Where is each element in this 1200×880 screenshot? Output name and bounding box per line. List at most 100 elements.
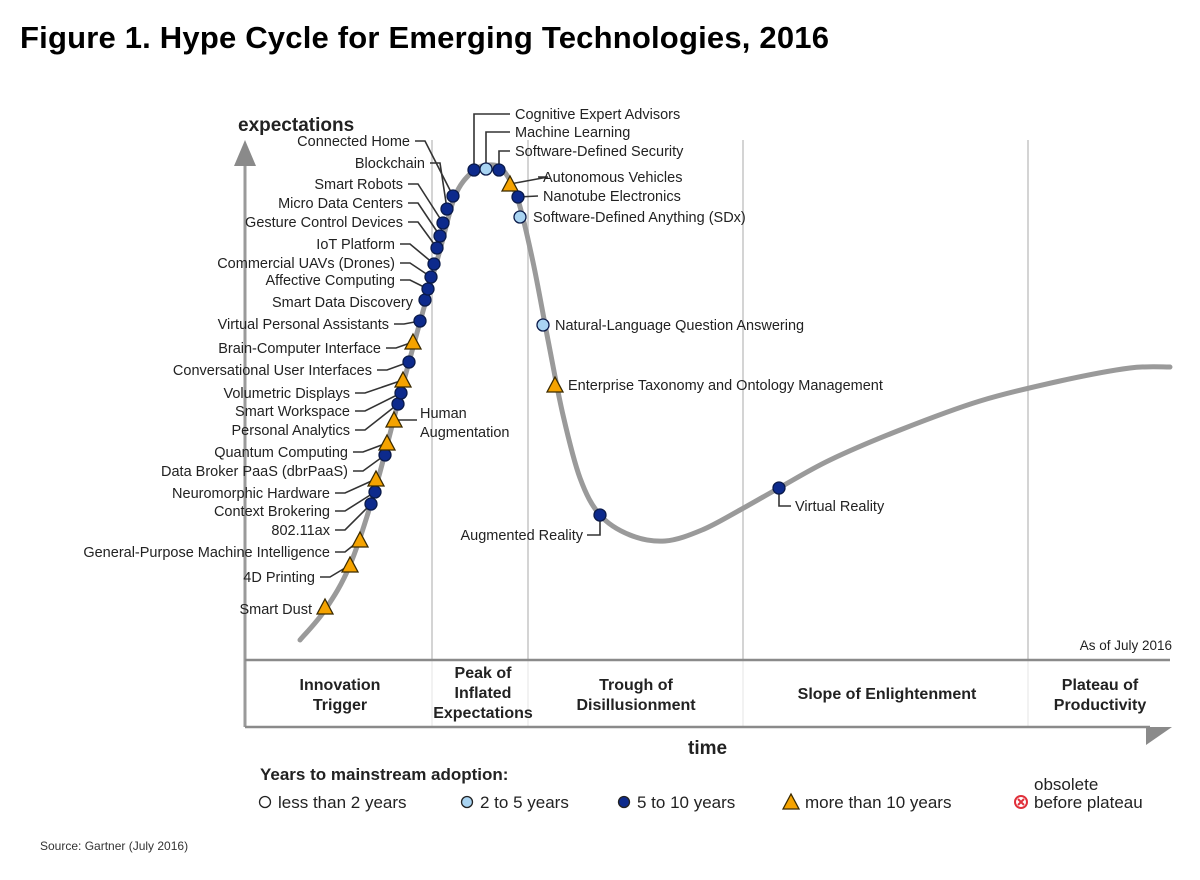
technology-marker-circle (772, 481, 786, 495)
technology-label: Smart Robots (314, 177, 403, 193)
technology-marker-triangle (545, 375, 565, 393)
technology-label: Smart Data Discovery (272, 295, 414, 311)
technology-marker-circle (467, 163, 481, 177)
leader-line (408, 202, 441, 237)
technology-label: Cognitive Expert Advisors (515, 107, 680, 123)
technology-marker-circle (492, 163, 506, 177)
leader-line (415, 140, 454, 197)
technology-label: Software-Defined Anything (SDx) (533, 210, 746, 226)
technology-label: Connected Home (297, 134, 410, 150)
technology-label: Micro Data Centers (278, 196, 403, 212)
technology-marker-circle (593, 508, 607, 522)
leader-line (408, 183, 444, 224)
leader-line (355, 403, 399, 431)
technology-marker-circle (368, 485, 382, 499)
legend-label: 2 to 5 years (480, 793, 569, 812)
technology-label: Augmented Reality (460, 528, 583, 544)
technology-marker-circle (413, 314, 427, 328)
technology-marker-circle (424, 270, 438, 284)
leader-line (335, 503, 372, 531)
technology-label: IoT Platform (316, 237, 395, 253)
technology-label: Quantum Computing (214, 445, 348, 461)
leader-line (408, 221, 438, 249)
technology-label: Smart Dust (239, 602, 312, 618)
leader-line (430, 162, 448, 210)
leader-line (377, 361, 410, 371)
as-of-label: As of July 2016 (1080, 638, 1172, 653)
phase-label: Peak of Inflated Expectations (433, 665, 533, 722)
technology-marker-circle (391, 397, 405, 411)
technology-marker-circle (511, 190, 525, 204)
technology-label: Neuromorphic Hardware (172, 486, 330, 502)
phase-label: Plateau of Productivity (1054, 677, 1147, 714)
leader-line (355, 392, 402, 412)
leader-line (400, 243, 435, 265)
technology-label: Commercial UAVs (Drones) (217, 256, 395, 272)
technology-label: Personal Analytics (232, 423, 350, 439)
technology-marker-circle (394, 386, 408, 400)
leader-line (509, 176, 549, 185)
technology-label: Enterprise Taxonomy and Ontology Managem… (568, 378, 883, 394)
technology-marker-circle (402, 355, 416, 369)
technology-marker-circle (430, 241, 444, 255)
technology-marker-circle (421, 282, 435, 296)
technology-label: Brain-Computer Interface (218, 341, 381, 357)
technology-label: Software-Defined Security (515, 144, 684, 160)
technology-marker-triangle (377, 433, 397, 451)
legend-title: Years to mainstream adoption: (260, 765, 508, 784)
technology-marker-circle (433, 229, 447, 243)
figure-title: Figure 1. Hype Cycle for Emerging Techno… (20, 20, 830, 55)
technology-label: Virtual Reality (795, 499, 885, 515)
legend-label: more than 10 years (805, 793, 951, 812)
legend-label: 5 to 10 years (637, 793, 735, 812)
leader-line (335, 478, 377, 494)
technology-label: Blockchain (355, 156, 425, 172)
technology-label: General-Purpose Machine Intelligence (83, 545, 330, 561)
legend-label: before plateau (1034, 793, 1143, 812)
technology-label: Autonomous Vehicles (543, 170, 682, 186)
technology-marker-triangle (403, 332, 423, 350)
technology-marker-circle (378, 448, 392, 462)
technology-label: Affective Computing (266, 273, 396, 289)
x-axis-arrowhead (1146, 727, 1172, 745)
leader-line (335, 491, 376, 512)
leader-line (473, 113, 510, 170)
legend-marker-two_to_five (460, 795, 474, 809)
technology-marker-circle (479, 162, 493, 176)
x-axis-label: time (688, 738, 727, 759)
technology-marker-circle (427, 257, 441, 271)
technology-marker-circle (440, 202, 454, 216)
technology-marker-triangle (340, 555, 360, 573)
technology-label: Nanotube Electronics (543, 189, 681, 205)
leader-line (353, 454, 386, 472)
technology-label: Natural-Language Question Answering (555, 318, 804, 334)
obsolete-x-icon (1014, 795, 1028, 809)
leader-line (355, 379, 404, 394)
technology-marker-triangle (350, 530, 370, 548)
technology-marker-triangle (393, 370, 413, 388)
hype-curve (297, 162, 1173, 643)
legend-marker-less_than_2 (258, 795, 272, 809)
technology-marker-circle (536, 318, 550, 332)
leader-line (485, 131, 510, 169)
technology-marker-circle (364, 497, 378, 511)
technology-label: Gesture Control Devices (245, 215, 403, 231)
technology-marker-circle (436, 216, 450, 230)
leader-line (400, 262, 432, 278)
technology-label: Smart Workspace (235, 404, 350, 420)
technology-marker-circle (513, 210, 527, 224)
technology-label: Machine Learning (515, 125, 630, 141)
technology-marker-circle (418, 293, 432, 307)
y-axis-arrowhead (234, 140, 256, 166)
technology-label: Context Brokering (214, 504, 330, 520)
y-axis-label: expectations (238, 115, 354, 136)
phase-label: Trough of Disillusionment (576, 677, 696, 714)
technology-marker-triangle (315, 597, 335, 615)
phase-label: Innovation Trigger (300, 677, 381, 714)
phase-label: Slope of Enlightenment (798, 686, 977, 703)
leader-line (400, 279, 429, 290)
technology-label: 4D Printing (243, 570, 315, 586)
technology-label: Data Broker PaaS (dbrPaaS) (161, 464, 348, 480)
technology-marker-triangle (366, 469, 386, 487)
leader-line (353, 442, 388, 453)
